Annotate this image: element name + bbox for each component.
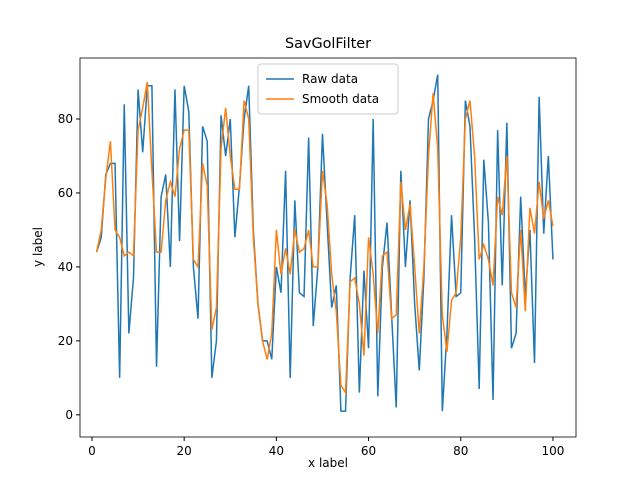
x-tick-label: 80 <box>453 444 468 458</box>
x-axis-label: x label <box>308 456 348 470</box>
legend-label: Smooth data <box>302 92 379 106</box>
data-line <box>95 74 554 412</box>
y-tick-label: 0 <box>65 408 73 422</box>
legend-box <box>257 63 399 115</box>
x-tick-label: 20 <box>177 444 192 458</box>
y-tick-label: 40 <box>58 260 73 274</box>
chart-title: SavGolFilter <box>285 36 371 52</box>
x-tick-label: 40 <box>269 444 284 458</box>
legend-label: Raw data <box>302 72 358 86</box>
y-tick-label: 80 <box>58 112 73 126</box>
y-tick-label: 20 <box>58 334 73 348</box>
y-tick-label: 60 <box>58 186 73 200</box>
x-tick-label: 0 <box>88 444 96 458</box>
x-tick-label: 60 <box>361 444 376 458</box>
y-axis-label: y label <box>31 227 45 267</box>
x-tick-label: 100 <box>541 444 564 458</box>
data-line <box>95 81 554 396</box>
plot-frame <box>79 57 577 438</box>
